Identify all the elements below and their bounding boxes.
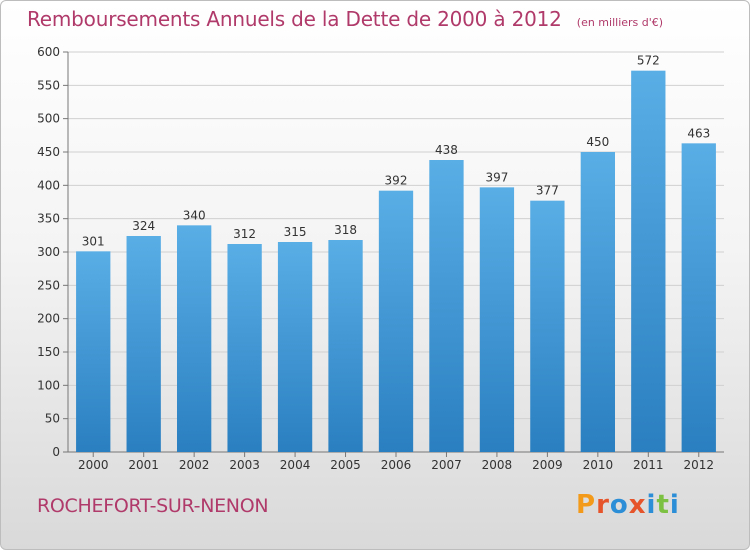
bar-value-label: 318 xyxy=(334,223,357,237)
y-tick-label: 250 xyxy=(37,278,60,292)
bar-2004 xyxy=(277,242,313,452)
logo-letter: x xyxy=(628,490,647,520)
y-tick-label: 200 xyxy=(37,312,60,326)
x-tick-label: 2009 xyxy=(532,458,563,472)
x-tick-label: 2008 xyxy=(482,458,513,472)
x-tick-label: 2005 xyxy=(330,458,361,472)
bar-value-label: 463 xyxy=(687,126,710,140)
y-tick-label: 500 xyxy=(37,112,60,126)
y-tick-label: 100 xyxy=(37,378,60,392)
bar-2012 xyxy=(681,143,716,453)
chart-unit-note: (en milliers d'€) xyxy=(576,16,664,29)
bar-2000 xyxy=(76,251,111,452)
bar-2001 xyxy=(126,236,161,452)
bar-value-label: 340 xyxy=(183,208,206,222)
logo-letter: o xyxy=(609,490,629,520)
y-tick-label: 550 xyxy=(37,78,60,92)
bar-value-label: 312 xyxy=(233,227,256,241)
bar-value-label: 438 xyxy=(435,143,458,157)
commune-name: ROCHEFORT-SUR-NENON xyxy=(37,495,269,517)
logo-letter: i xyxy=(669,490,680,520)
x-tick-label: 2001 xyxy=(128,458,159,472)
y-tick-label: 300 xyxy=(37,245,60,259)
proxiti-logo: Proxiti xyxy=(576,490,680,520)
x-tick-label: 2007 xyxy=(431,458,462,472)
x-tick-label: 2004 xyxy=(280,458,311,472)
x-tick-label: 2003 xyxy=(229,458,260,472)
logo-letter: P xyxy=(576,490,597,520)
x-tick-label: 2006 xyxy=(381,458,412,472)
bar-value-label: 315 xyxy=(284,225,307,239)
x-tick-label: 2011 xyxy=(633,458,664,472)
bar-2002 xyxy=(176,225,212,452)
bar-value-label: 450 xyxy=(586,135,609,149)
logo-letter: t xyxy=(656,490,670,520)
bar-value-label: 377 xyxy=(536,184,559,198)
bar-2003 xyxy=(227,244,262,452)
chart-title-row: Remboursements Annuels de la Dette de 20… xyxy=(27,7,663,31)
bar-2008 xyxy=(479,187,515,453)
y-tick-label: 0 xyxy=(52,445,60,459)
bar-2011 xyxy=(631,70,666,453)
bar-value-label: 397 xyxy=(485,170,508,184)
y-tick-label: 600 xyxy=(37,45,60,59)
x-tick-label: 2010 xyxy=(583,458,614,472)
bar-value-label: 572 xyxy=(637,54,660,68)
x-tick-label: 2002 xyxy=(179,458,210,472)
bar-value-label: 324 xyxy=(132,219,155,233)
y-tick-label: 450 xyxy=(37,145,60,159)
y-tick-label: 350 xyxy=(37,212,60,226)
bar-2009 xyxy=(530,200,565,452)
chart-title: Remboursements Annuels de la Dette de 20… xyxy=(27,7,562,31)
x-tick-label: 2000 xyxy=(78,458,109,472)
bar-2007 xyxy=(429,160,464,452)
bar-2005 xyxy=(328,240,363,452)
bar-2006 xyxy=(378,190,414,452)
bar-value-label: 392 xyxy=(385,174,408,188)
y-tick-label: 50 xyxy=(45,412,60,426)
y-tick-label: 150 xyxy=(37,345,60,359)
logo-letter: r xyxy=(596,490,610,520)
y-tick-label: 400 xyxy=(37,178,60,192)
bar-value-label: 301 xyxy=(82,234,105,248)
logo-letter: i xyxy=(646,490,657,520)
bar-2010 xyxy=(580,152,616,452)
x-tick-label: 2012 xyxy=(683,458,714,472)
